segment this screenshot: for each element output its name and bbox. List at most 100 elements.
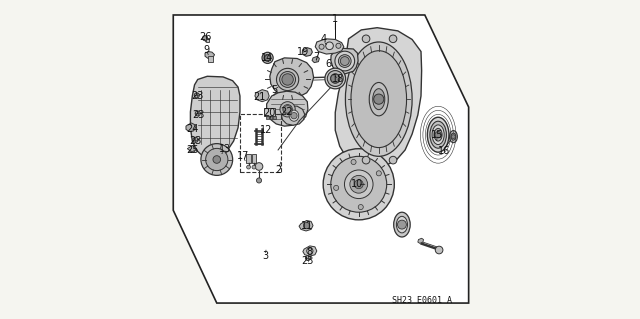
Circle shape	[284, 106, 291, 113]
Ellipse shape	[283, 105, 292, 114]
Polygon shape	[270, 58, 314, 98]
Circle shape	[307, 248, 313, 254]
Circle shape	[291, 113, 297, 119]
Ellipse shape	[449, 130, 458, 143]
Text: 5: 5	[271, 85, 277, 95]
Circle shape	[374, 94, 384, 104]
Ellipse shape	[428, 117, 449, 152]
Ellipse shape	[372, 89, 385, 110]
Bar	[270, 116, 273, 119]
Circle shape	[255, 163, 263, 170]
Ellipse shape	[430, 121, 447, 148]
Circle shape	[358, 204, 364, 210]
Text: 24: 24	[186, 124, 198, 134]
Text: 2: 2	[275, 165, 281, 175]
Text: 10: 10	[351, 179, 364, 189]
Circle shape	[305, 256, 310, 261]
Text: 23: 23	[189, 136, 202, 146]
Ellipse shape	[434, 128, 442, 141]
Text: 15: 15	[431, 130, 443, 140]
Text: 23: 23	[193, 110, 205, 120]
Text: 18: 18	[332, 73, 344, 84]
Circle shape	[435, 131, 442, 138]
Bar	[252, 154, 256, 163]
Ellipse shape	[335, 51, 355, 71]
Text: 23: 23	[191, 91, 204, 101]
Circle shape	[189, 146, 195, 152]
Polygon shape	[299, 220, 313, 231]
Circle shape	[246, 165, 250, 169]
Polygon shape	[186, 123, 195, 131]
Circle shape	[213, 156, 221, 163]
Circle shape	[331, 74, 340, 83]
Polygon shape	[302, 48, 312, 56]
Bar	[208, 56, 212, 62]
Circle shape	[331, 156, 387, 212]
Text: 26: 26	[200, 32, 212, 42]
Text: 7: 7	[313, 52, 319, 62]
Text: 14: 14	[260, 53, 273, 63]
Ellipse shape	[369, 83, 388, 116]
Circle shape	[252, 165, 256, 169]
Ellipse shape	[432, 125, 444, 145]
Circle shape	[205, 148, 228, 171]
Polygon shape	[205, 51, 214, 58]
Bar	[240, 115, 281, 172]
Polygon shape	[331, 48, 358, 74]
Text: 16: 16	[438, 145, 450, 156]
Bar	[266, 116, 269, 119]
Ellipse shape	[346, 42, 412, 156]
Ellipse shape	[264, 54, 271, 61]
Circle shape	[323, 149, 394, 220]
Polygon shape	[316, 39, 344, 54]
Bar	[273, 116, 276, 119]
Circle shape	[389, 156, 397, 164]
Ellipse shape	[280, 71, 296, 87]
Circle shape	[202, 36, 207, 41]
Ellipse shape	[262, 52, 273, 63]
Ellipse shape	[351, 51, 406, 148]
Ellipse shape	[330, 74, 340, 83]
Circle shape	[201, 144, 233, 175]
Text: 22: 22	[280, 107, 293, 117]
Circle shape	[319, 44, 324, 49]
Circle shape	[397, 220, 406, 229]
Circle shape	[194, 93, 199, 98]
Text: 12: 12	[260, 125, 272, 135]
Bar	[246, 154, 251, 163]
Bar	[206, 38, 209, 42]
Circle shape	[193, 137, 198, 142]
Circle shape	[435, 246, 443, 254]
Circle shape	[362, 35, 370, 43]
Circle shape	[344, 170, 373, 198]
Text: 9: 9	[204, 45, 210, 55]
Circle shape	[333, 185, 339, 190]
Circle shape	[326, 42, 333, 50]
Text: 3: 3	[262, 251, 268, 261]
Bar	[264, 108, 275, 116]
Circle shape	[376, 171, 381, 176]
Ellipse shape	[394, 212, 410, 237]
Polygon shape	[267, 91, 308, 126]
Text: 21: 21	[253, 92, 265, 102]
Text: 8: 8	[307, 247, 313, 257]
Text: 1: 1	[332, 14, 339, 24]
Circle shape	[195, 111, 200, 116]
Circle shape	[282, 74, 293, 85]
Text: 20: 20	[264, 108, 276, 118]
Circle shape	[350, 175, 367, 193]
Ellipse shape	[327, 70, 343, 86]
Circle shape	[257, 178, 262, 183]
Ellipse shape	[396, 216, 408, 233]
Ellipse shape	[289, 110, 299, 121]
Ellipse shape	[276, 68, 299, 91]
Circle shape	[362, 156, 370, 164]
Circle shape	[336, 43, 341, 48]
Polygon shape	[418, 238, 424, 243]
Ellipse shape	[325, 68, 346, 89]
Circle shape	[355, 180, 363, 189]
Circle shape	[265, 55, 271, 61]
Ellipse shape	[280, 102, 295, 117]
Text: 19: 19	[298, 47, 310, 57]
Polygon shape	[255, 90, 269, 102]
